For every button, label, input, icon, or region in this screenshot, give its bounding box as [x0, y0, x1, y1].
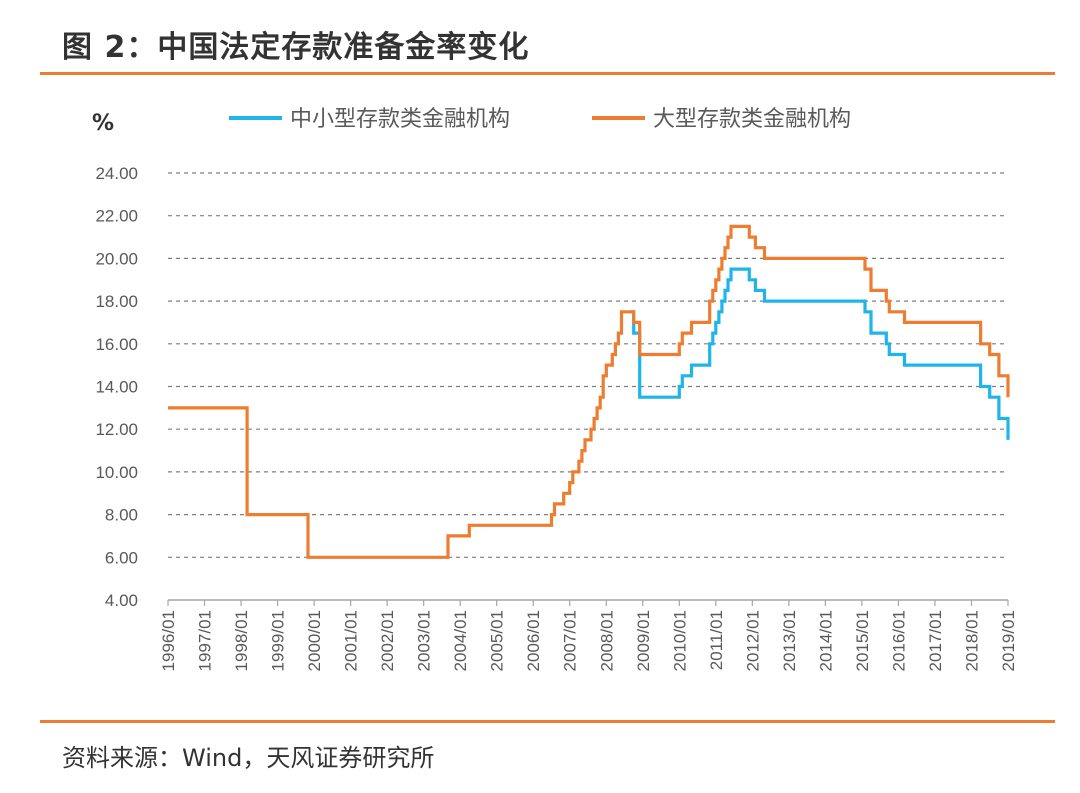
legend-label-small-institutions: 中小型存款类金融机构 [290, 107, 510, 132]
x-tick-label: 2007/01 [561, 610, 580, 671]
x-tick-label: 2004/01 [451, 610, 470, 671]
x-tick-label: 2011/01 [707, 610, 726, 670]
x-tick-label: 2008/01 [597, 610, 616, 671]
series-layer [168, 224, 1010, 559]
x-tick-label: 2012/01 [743, 610, 762, 671]
y-axis-unit-label: % [92, 111, 114, 136]
y-tick-label: 24.00 [95, 164, 138, 183]
x-tick-label: 1998/01 [232, 610, 251, 671]
x-tick-label: 2015/01 [853, 610, 872, 671]
y-tick-label: 16.00 [95, 335, 138, 354]
y-tick-label: 18.00 [95, 292, 138, 311]
x-tick-label: 2018/01 [962, 610, 981, 671]
y-tick-label: 10.00 [95, 463, 138, 482]
y-tick-label: 6.00 [105, 548, 138, 567]
x-tick-label: 1999/01 [269, 610, 288, 671]
x-tick-label: 2003/01 [415, 610, 434, 671]
top-rule [40, 72, 1055, 75]
legend: 中小型存款类金融机构 大型存款类金融机构 [229, 107, 851, 132]
x-tick-label: 2009/01 [634, 610, 653, 671]
y-tick-label: 4.00 [105, 591, 138, 610]
x-tick-label: 1997/01 [196, 610, 215, 671]
x-tick-label: 2006/01 [524, 610, 543, 671]
x-tick-label: 2010/01 [670, 610, 689, 671]
y-tick-label: 8.00 [105, 506, 138, 525]
legend-label-large-institutions: 大型存款类金融机构 [653, 107, 851, 132]
x-tick-label: 1996/01 [159, 610, 178, 671]
x-tick-label: 2017/01 [926, 610, 945, 671]
axis-layer: 4.00 6.00 8.00 10.00 12.00 14.00 16.00 18.00 20.… [95, 164, 1018, 671]
x-tick-label: 2001/01 [342, 610, 361, 671]
y-tick-label: 14.00 [95, 378, 138, 397]
grid-layer [168, 172, 1008, 558]
series-line-small-institutions [630, 267, 1010, 440]
y-tick-label: 20.00 [95, 249, 138, 268]
bottom-rule [40, 720, 1055, 723]
line-chart: 4.00 6.00 8.00 10.00 12.00 14.00 16.00 18.00 20.… [92, 107, 1018, 671]
x-tick-label: 2002/01 [378, 610, 397, 671]
y-tick-label: 22.00 [95, 207, 138, 226]
source-note: 资料来源：Wind，天风证券研究所 [62, 744, 435, 772]
figure-title: 图 2：中国法定存款准备金率变化 [62, 30, 530, 65]
x-tick-label: 2000/01 [305, 610, 324, 671]
x-tick-label: 2014/01 [816, 610, 835, 671]
x-tick-label: 2016/01 [889, 610, 908, 671]
x-tick-label: 2013/01 [780, 610, 799, 671]
series-line-large-institutions [168, 224, 1010, 559]
x-tick-label: 2019/01 [999, 610, 1018, 671]
y-tick-label: 12.00 [95, 420, 138, 439]
x-tick-label: 2005/01 [488, 610, 507, 671]
